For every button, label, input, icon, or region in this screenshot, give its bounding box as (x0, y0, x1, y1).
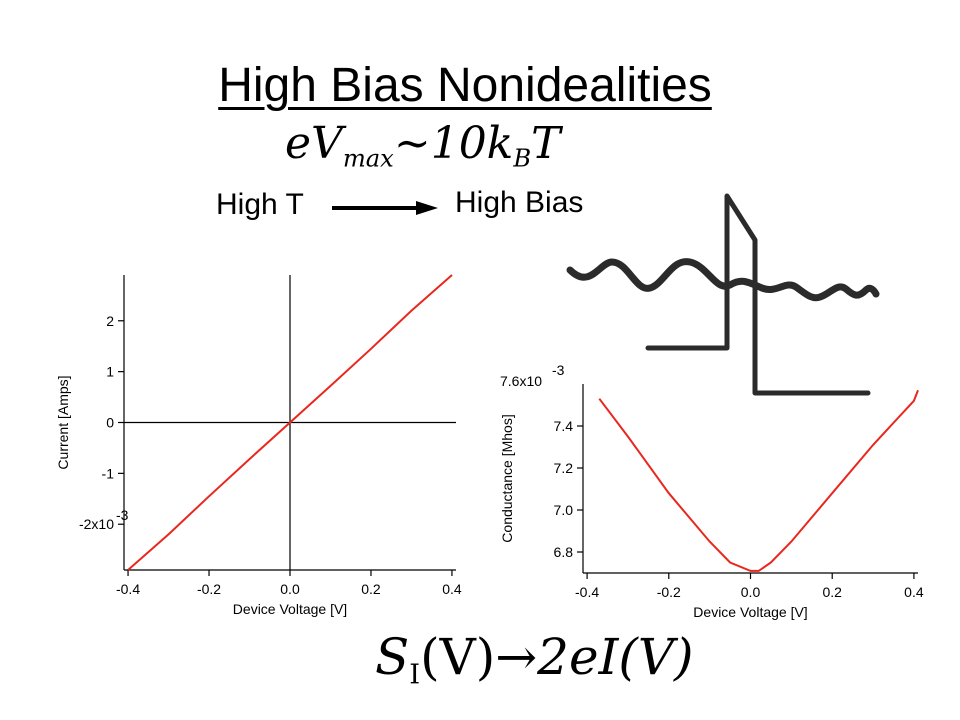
eq-bot-arrow: → (495, 628, 538, 686)
wave-icon (566, 258, 880, 302)
eq-bot-a: S (375, 628, 410, 686)
eq-bottom: SI(V)→2eI(V) (375, 628, 693, 691)
eq-top-c: T (531, 118, 561, 169)
y-tick-label: -1 (102, 465, 115, 481)
x-tick-label: 0.0 (741, 584, 761, 600)
eq-top-a: eV (285, 118, 343, 169)
x-tick-label: -0.4 (575, 584, 599, 600)
y-tick-exponent: -3 (116, 507, 129, 523)
y-top-label: 7.6x10 (500, 373, 542, 389)
eq-top: eVmax~10kBT (285, 118, 561, 172)
x-axis-label: Device Voltage [V] (693, 604, 807, 620)
data-series-line (598, 389, 919, 572)
x-tick-label: -0.2 (657, 584, 681, 600)
x-tick-label: 0.4 (442, 581, 462, 597)
slide-title: High Bias Nonidealities (218, 59, 712, 112)
y-tick-label: 6.8 (554, 544, 574, 560)
y-tick-label: 7.4 (554, 418, 574, 434)
y-tick-label: 7.2 (554, 460, 574, 476)
data-series-line (127, 274, 453, 571)
x-tick-label: 0.2 (361, 581, 381, 597)
barrier-outline (645, 193, 871, 396)
eq-top-b: ~10k (393, 118, 514, 169)
eq-top-sub: max (342, 144, 394, 173)
y-top-exponent: -3 (552, 362, 565, 378)
y-tick-label: 7.0 (554, 502, 574, 518)
x-tick-label: -0.4 (116, 581, 140, 597)
conductance-vs-voltage-chart: -0.4 -0.2 0.0 0.2 0.4 6.8 7.0 7.2 7.4 Device Volt… (499, 362, 924, 620)
eq-bot-b: (V) (420, 628, 496, 686)
eq-bot-sub: I (409, 658, 421, 691)
y-tick-label: -2x10 (79, 516, 114, 532)
y-tick-label: 1 (106, 364, 114, 380)
x-tick-label: 0.2 (822, 584, 842, 600)
x-tick-label: 0.4 (904, 584, 924, 600)
x-tick-label: 0.0 (280, 581, 300, 597)
y-tick-label: 2 (106, 313, 114, 329)
current-vs-voltage-chart: -0.4 -0.2 0.0 0.2 0.4 -2x10 -1 0 1 2 Device Voltag… (55, 274, 462, 617)
high-t-label: High T (216, 188, 304, 221)
y-axis-label: Conductance [Mhos] (499, 414, 515, 542)
arrow-right-icon (332, 201, 438, 215)
eq-top-sub2: B (513, 144, 532, 173)
x-tick-label: -0.2 (197, 581, 221, 597)
high-bias-label: High Bias (455, 186, 584, 219)
eq-bot-c: 2eI(V) (537, 628, 694, 686)
y-tick-label: 0 (106, 415, 114, 431)
x-axis-label: Device Voltage [V] (233, 601, 347, 617)
y-axis-label: Current [Amps] (55, 375, 71, 469)
tunneling-diagram (566, 193, 880, 396)
